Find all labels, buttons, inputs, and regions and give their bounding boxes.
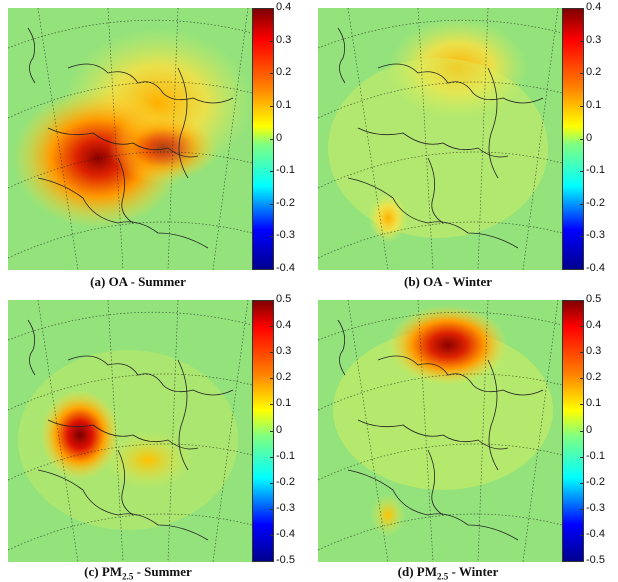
map-pm25-winter	[318, 300, 580, 562]
colorbar-tick-label: -0.4	[586, 262, 605, 274]
colorbar-tick-label: -0.1	[586, 164, 605, 177]
colorbar-tick-mark	[270, 534, 273, 536]
colorbar-tick-mark	[580, 456, 583, 458]
colorbar-tick-label: 0	[276, 423, 283, 436]
colorbar-tick-label: 0	[586, 131, 593, 144]
colorbar-tick-mark	[270, 138, 273, 140]
colorbar-tick-label: 0.2	[276, 66, 292, 79]
colorbar-tick-label: 0.5	[586, 293, 602, 305]
colorbar-tick-label: 0.1	[276, 98, 292, 111]
colorbar-tick-label: 0.3	[586, 33, 602, 46]
colorbar-tick-mark	[580, 352, 583, 354]
colorbar-tick-mark	[270, 508, 273, 510]
colorbar-tick-mark	[270, 236, 273, 238]
map-oa-winter	[318, 8, 580, 270]
colorbar-tick-label: -0.1	[276, 449, 295, 462]
colorbar-tick-label: -0.1	[586, 449, 605, 462]
colorbar-tick-mark	[270, 404, 273, 406]
colorbar-tick-label: 0.2	[586, 371, 602, 384]
colorbar-tick-label: -0.1	[276, 164, 295, 177]
colorbar-tick-mark	[580, 73, 583, 75]
colorbar-tick-label: -0.5	[276, 554, 295, 566]
colorbar-tick-mark	[270, 326, 273, 328]
colorbar-tick-label: 0.4	[276, 319, 292, 332]
colorbar-tick-label: -0.3	[276, 501, 295, 514]
colorbar-tick-label: 0.4	[586, 1, 602, 13]
colorbar-tick-mark	[580, 8, 583, 9]
colorbar-tick-mark	[580, 404, 583, 406]
colorbar-tick-label: -0.2	[586, 196, 605, 209]
colorbar-tick-mark	[270, 269, 273, 270]
caption-pm25-winter: (d) PM2.5 - Winter	[397, 564, 499, 582]
colorbar-tick-mark	[580, 534, 583, 536]
colorbar-pm25-summer	[252, 300, 274, 562]
colorbar-tick-label: -0.3	[586, 229, 605, 242]
colorbar-tick-mark	[270, 73, 273, 75]
caption-oa-winter: (b) OA - Winter	[404, 274, 492, 289]
panel-pm25-winter: (d) PM2.5 - Winter 0.5 0.4 0.3 0.2 0.1 0 -0.1 -…	[318, 294, 618, 582]
colorbar-tick-mark	[580, 326, 583, 328]
colorbar-tick-mark	[270, 203, 273, 205]
colorbar-tick-mark	[580, 236, 583, 238]
colorbar-tick-label: 0.4	[586, 319, 602, 332]
caption-oa-summer: (a) OA - Summer	[90, 274, 186, 289]
colorbar-tick-mark	[270, 40, 273, 42]
colorbar-tick-label: 0.3	[276, 33, 292, 46]
colorbar-tick-mark	[270, 430, 273, 432]
colorbar-tick-label: 0.4	[276, 1, 292, 13]
colorbar-tick-mark	[580, 138, 583, 140]
colorbar-tick-mark	[270, 378, 273, 380]
colorbar-tick-mark	[580, 203, 583, 205]
colorbar-tick-mark	[580, 300, 583, 301]
colorbar-pm25-winter	[562, 300, 584, 562]
colorbar-tick-mark	[270, 482, 273, 484]
colorbar-tick-mark	[270, 105, 273, 107]
panel-oa-summer: (a) OA - Summer 0.4 0.3 0.2 0.1 0 -0.1 -0.2 -0.…	[8, 2, 308, 289]
colorbar-tick-mark	[580, 561, 583, 562]
colorbar-tick-label: -0.3	[586, 501, 605, 514]
caption-pm25-summer: (c) PM2.5 - Summer	[84, 564, 192, 582]
colorbar-tick-mark	[580, 482, 583, 484]
colorbar-tick-label: 0.1	[276, 397, 292, 410]
colorbar-tick-label: -0.4	[276, 527, 295, 540]
colorbar-oa-winter	[562, 8, 584, 270]
colorbar-tick-label: -0.2	[586, 475, 605, 488]
colorbar-tick-label: 0	[276, 131, 283, 144]
colorbar-tick-label: 0.5	[276, 293, 292, 305]
colorbar-tick-label: 0.1	[586, 98, 602, 111]
colorbar-tick-label: 0.3	[276, 345, 292, 358]
colorbar-oa-summer	[252, 8, 274, 270]
colorbar-tick-mark	[580, 105, 583, 107]
colorbar-tick-mark	[270, 561, 273, 562]
panel-oa-winter: (b) OA - Winter 0.4 0.3 0.2 0.1 0 -0.1 -0.2 -0.…	[318, 2, 618, 289]
map-pm25-summer	[8, 300, 270, 562]
colorbar-tick-label: 0.2	[276, 371, 292, 384]
colorbar-tick-label: 0.3	[586, 345, 602, 358]
panel-pm25-summer: (c) PM2.5 - Summer 0.5 0.4 0.3 0.2 0.1 0 -0.1 -…	[8, 294, 308, 582]
colorbar-tick-label: 0.2	[586, 66, 602, 79]
map-oa-summer	[8, 8, 270, 270]
colorbar-tick-mark	[580, 430, 583, 432]
colorbar-tick-label: -0.4	[276, 262, 295, 274]
colorbar-tick-mark	[270, 456, 273, 458]
colorbar-tick-mark	[270, 300, 273, 301]
colorbar-tick-mark	[580, 171, 583, 173]
colorbar-tick-mark	[270, 171, 273, 173]
colorbar-tick-mark	[270, 352, 273, 354]
colorbar-tick-label: -0.2	[276, 196, 295, 209]
colorbar-tick-mark	[270, 8, 273, 9]
colorbar-tick-label: 0	[586, 423, 593, 436]
colorbar-tick-mark	[580, 508, 583, 510]
colorbar-tick-label: -0.5	[586, 554, 605, 566]
colorbar-tick-label: -0.2	[276, 475, 295, 488]
colorbar-tick-mark	[580, 40, 583, 42]
colorbar-tick-mark	[580, 378, 583, 380]
colorbar-tick-label: -0.3	[276, 229, 295, 242]
colorbar-tick-label: -0.4	[586, 527, 605, 540]
colorbar-tick-mark	[580, 269, 583, 270]
colorbar-tick-label: 0.1	[586, 397, 602, 410]
